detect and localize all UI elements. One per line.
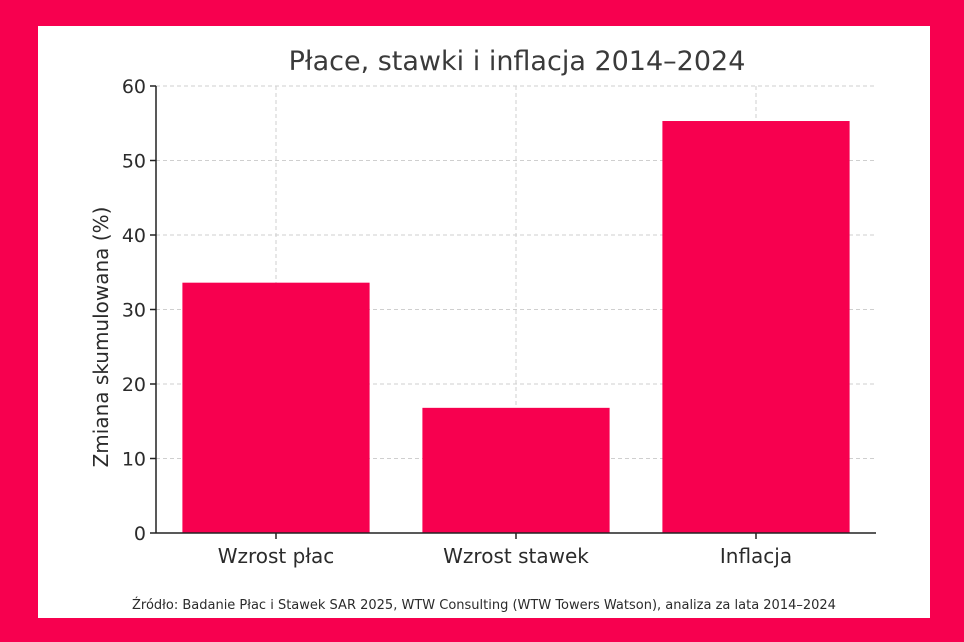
bar-inflacja — [662, 121, 850, 533]
y-tick-label: 60 — [122, 76, 146, 98]
x-tick-label: Wzrost płac — [218, 544, 335, 568]
x-tick-labels: Wzrost płac Wzrost stawek Inflacja — [218, 544, 792, 568]
y-axis-label: Zmiana skumulowana (%) — [89, 207, 113, 468]
source-note: Źródło: Badanie Płac i Stawek SAR 2025, … — [132, 597, 836, 613]
y-tick-label: 20 — [122, 374, 146, 396]
bar-chart: Płace, stawki i inflacja 2014–2024 0 10 20… — [89, 46, 876, 613]
bars — [182, 121, 850, 533]
bar-wzrost-stawek — [422, 407, 610, 533]
chart-panel: Płace, stawki i inflacja 2014–2024 0 10 20… — [38, 26, 930, 618]
y-tick-label: 50 — [122, 151, 146, 173]
axes — [150, 85, 876, 539]
y-tick-labels: 0 10 20 30 40 50 60 — [122, 76, 146, 545]
y-tick-label: 30 — [122, 300, 146, 322]
chart-title: Płace, stawki i inflacja 2014–2024 — [289, 46, 746, 77]
x-tick-label: Inflacja — [720, 544, 792, 568]
y-tick-label: 0 — [134, 523, 146, 545]
bar-wzrost-p-ac — [182, 282, 370, 533]
y-tick-label: 10 — [122, 449, 146, 471]
y-tick-label: 40 — [122, 225, 146, 247]
x-tick-label: Wzrost stawek — [443, 544, 589, 568]
